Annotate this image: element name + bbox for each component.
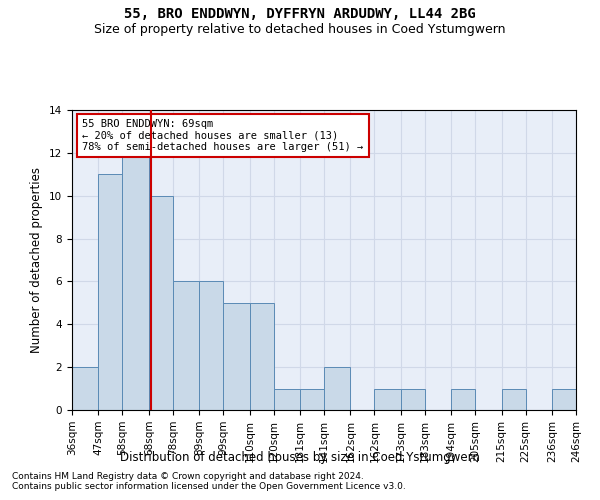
Bar [250, 303, 274, 410]
Bar [300, 388, 324, 410]
Y-axis label: Number of detached properties: Number of detached properties [31, 167, 43, 353]
Bar [274, 388, 300, 410]
Bar [149, 196, 173, 410]
Bar [173, 282, 199, 410]
Bar [199, 282, 223, 410]
Bar [451, 388, 475, 410]
Text: Contains HM Land Registry data © Crown copyright and database right 2024.: Contains HM Land Registry data © Crown c… [12, 472, 364, 481]
Bar [552, 388, 576, 410]
Bar [223, 303, 250, 410]
Text: 55 BRO ENDDWYN: 69sqm
← 20% of detached houses are smaller (13)
78% of semi-deta: 55 BRO ENDDWYN: 69sqm ← 20% of detached … [82, 119, 364, 152]
Bar [324, 367, 350, 410]
Bar [98, 174, 122, 410]
Text: Contains public sector information licensed under the Open Government Licence v3: Contains public sector information licen… [12, 482, 406, 491]
Text: Size of property relative to detached houses in Coed Ystumgwern: Size of property relative to detached ho… [94, 22, 506, 36]
Bar [374, 388, 401, 410]
Bar [502, 388, 526, 410]
Text: Distribution of detached houses by size in Coed Ystumgwern: Distribution of detached houses by size … [120, 451, 480, 464]
Bar [401, 388, 425, 410]
Bar [72, 367, 98, 410]
Text: 55, BRO ENDDWYN, DYFFRYN ARDUDWY, LL44 2BG: 55, BRO ENDDWYN, DYFFRYN ARDUDWY, LL44 2… [124, 8, 476, 22]
Bar [122, 153, 149, 410]
